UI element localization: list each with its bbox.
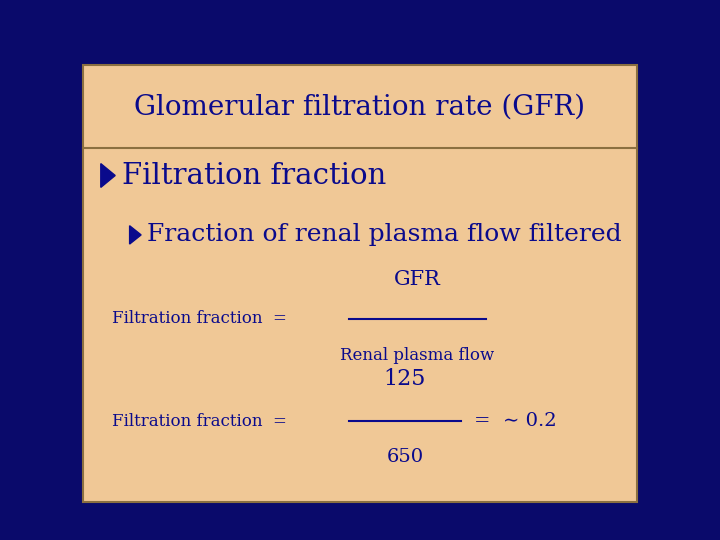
Text: Glomerular filtration rate (GFR): Glomerular filtration rate (GFR): [135, 93, 585, 120]
FancyBboxPatch shape: [83, 148, 637, 502]
Text: Renal plasma flow: Renal plasma flow: [341, 347, 495, 363]
FancyBboxPatch shape: [83, 65, 637, 148]
Text: Fraction of renal plasma flow filtered: Fraction of renal plasma flow filtered: [147, 224, 621, 246]
Text: =  ∼ 0.2: = ∼ 0.2: [474, 412, 557, 430]
Text: GFR: GFR: [394, 270, 441, 289]
Text: 125: 125: [384, 368, 426, 390]
Polygon shape: [101, 164, 115, 187]
Text: 650: 650: [387, 448, 423, 466]
Polygon shape: [130, 226, 141, 244]
Text: Filtration fraction  =: Filtration fraction =: [112, 310, 287, 327]
Text: Filtration fraction  =: Filtration fraction =: [112, 413, 287, 430]
Text: Filtration fraction: Filtration fraction: [122, 161, 387, 190]
